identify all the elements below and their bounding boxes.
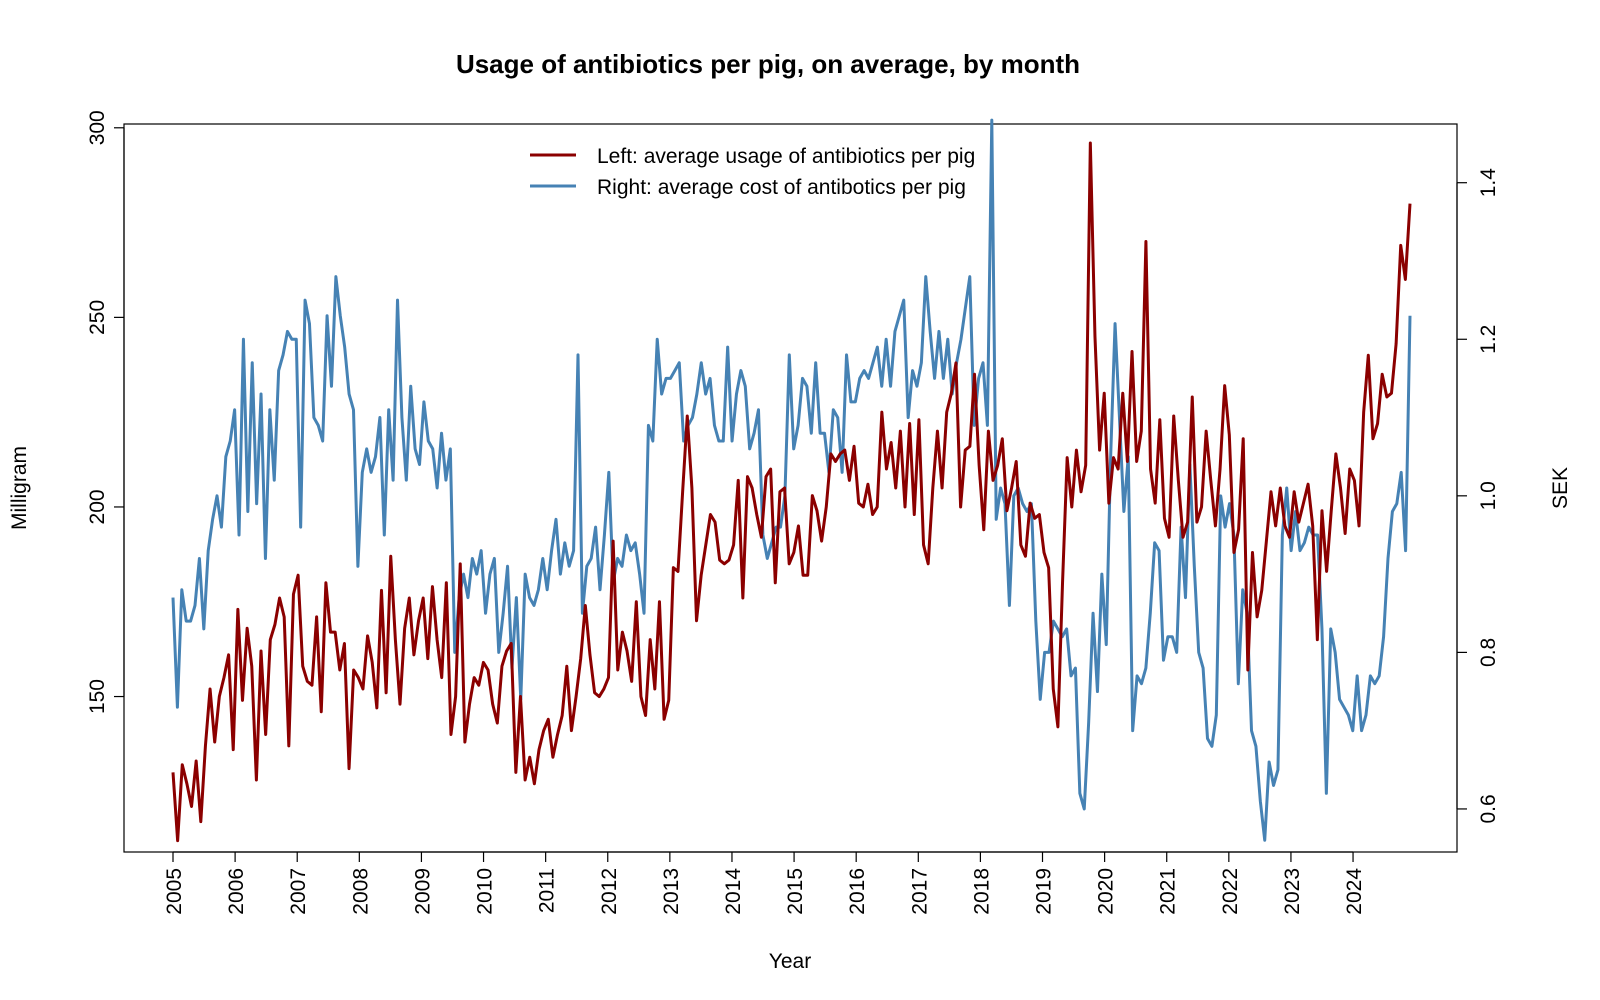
y-right-tick-label: 0.6	[1477, 794, 1500, 823]
x-axis-label: Year	[769, 950, 811, 973]
x-tick-label: 2010	[474, 868, 497, 915]
y-left-tick-label: 150	[86, 679, 109, 714]
x-tick-label: 2006	[225, 868, 248, 915]
y-right-tick-label: 0.8	[1477, 638, 1500, 667]
x-tick-label: 2009	[411, 868, 434, 915]
y-right-tick-label: 1.4	[1477, 168, 1500, 198]
legend-label-right-series: Right: average cost of antibotics per pi…	[597, 176, 966, 199]
x-tick-label: 2024	[1343, 868, 1366, 915]
legend: Left: average usage of antibiotics per p…	[530, 145, 975, 199]
x-tick-label: 2012	[598, 868, 621, 915]
x-tick-label: 2007	[287, 868, 310, 915]
x-tick-label: 2018	[970, 868, 993, 915]
plot-frame	[123, 123, 1458, 853]
x-tick-label: 2017	[908, 868, 931, 915]
x-tick-label: 2005	[163, 868, 186, 915]
y-left-tick-label: 250	[86, 300, 109, 335]
x-tick-label: 2020	[1095, 868, 1118, 915]
y-right-tick-label: 1.2	[1477, 325, 1500, 354]
legend-label-left-series: Left: average usage of antibiotics per p…	[597, 145, 975, 168]
x-tick-label: 2019	[1033, 868, 1056, 915]
x-tick-label: 2011	[536, 868, 559, 913]
x-tick-label: 2008	[349, 868, 372, 915]
x-tick-label: 2021	[1157, 868, 1180, 915]
y-axis-right-label: SEK	[1549, 467, 1572, 509]
chart-title: Usage of antibiotics per pig, on average…	[456, 49, 1080, 79]
series-layer	[171, 118, 1412, 843]
series-line-cost	[171, 118, 1412, 842]
x-tick-label: 2016	[846, 868, 869, 915]
y-left-tick-label: 200	[86, 489, 109, 524]
x-tick-label: 2013	[660, 868, 683, 915]
x-tick-label: 2014	[722, 868, 745, 915]
series-line-usage	[171, 141, 1412, 843]
x-axis: 2005 2006 2007 2008 2009 2010 2011 2012 2013 2014…	[163, 851, 1366, 915]
x-tick-label: 2022	[1219, 868, 1242, 915]
x-tick-label: 2015	[784, 868, 807, 915]
y-axis-left: 150 200 250 300	[86, 110, 125, 714]
y-axis-left-label: Milligram	[8, 446, 31, 530]
y-left-tick-label: 300	[86, 110, 109, 145]
y-right-tick-label: 1.0	[1477, 481, 1500, 510]
x-tick-label: 2023	[1281, 868, 1304, 915]
y-axis-right: 0.6 0.8 1.0 1.2 1.4	[1456, 168, 1500, 824]
